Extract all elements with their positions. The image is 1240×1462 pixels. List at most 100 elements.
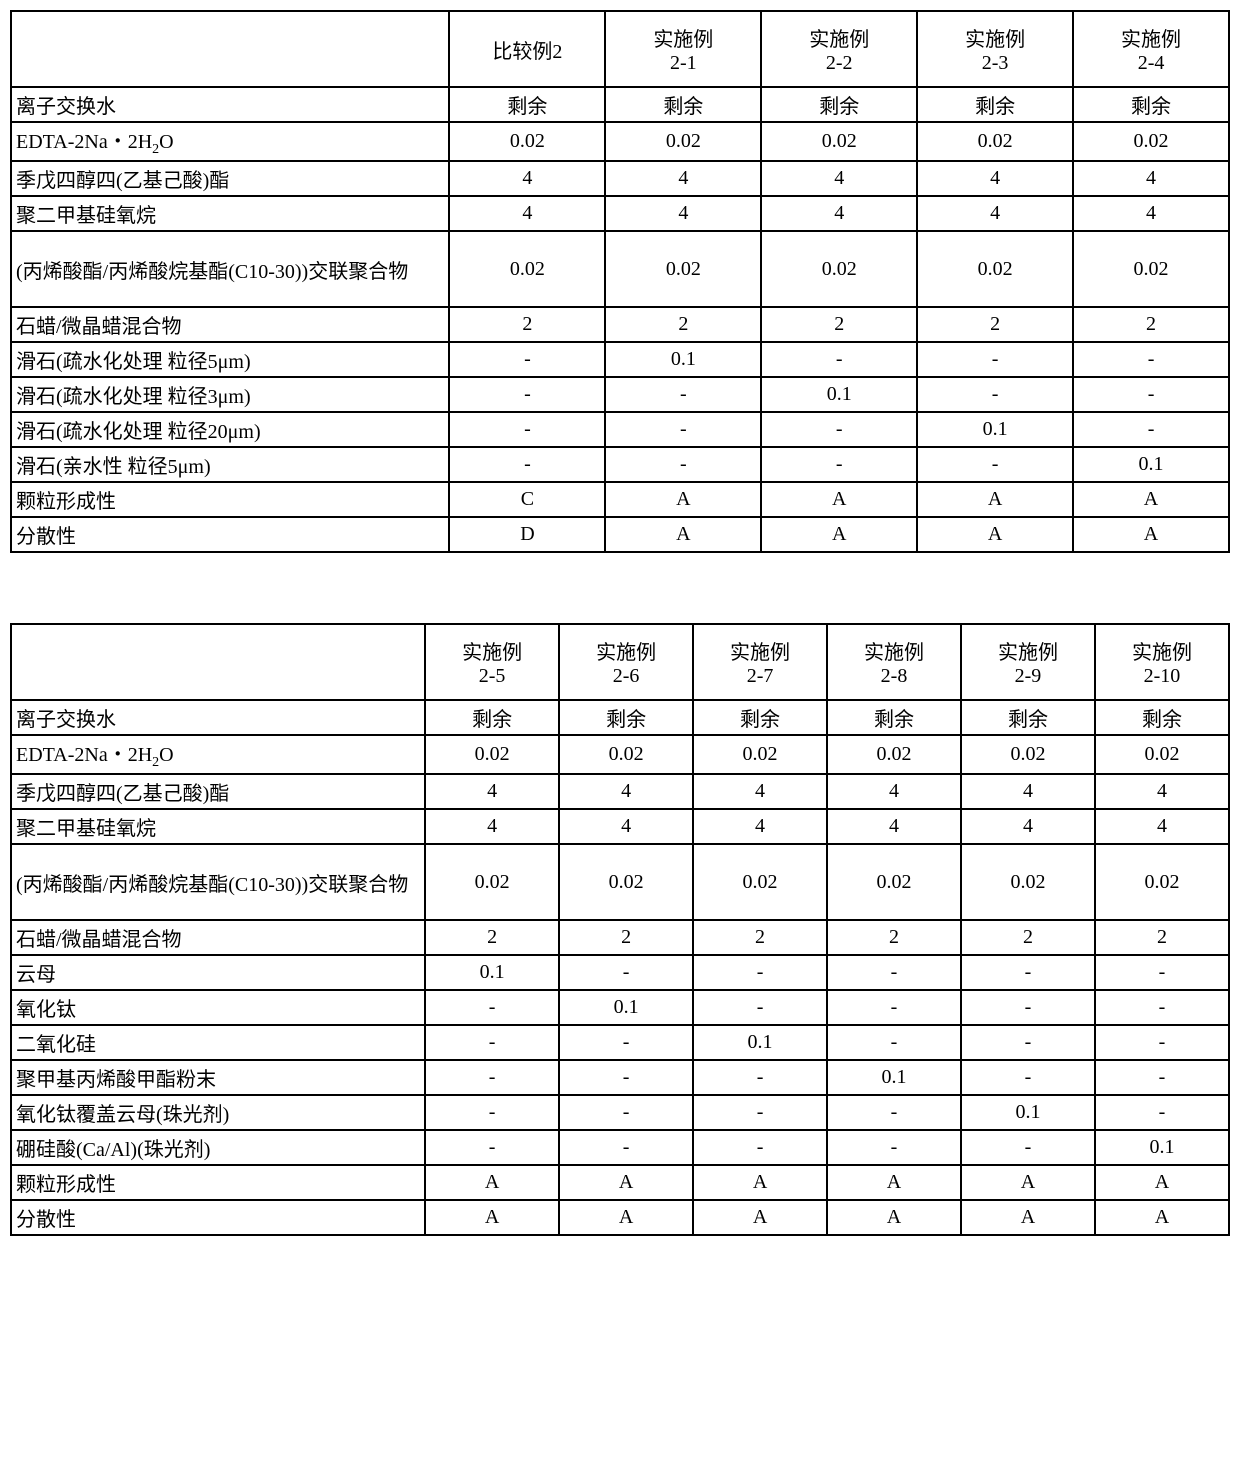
row-label-13: 分散性 bbox=[11, 1200, 425, 1235]
row-label-9: 聚甲基丙烯酸甲酯粉末 bbox=[11, 1060, 425, 1095]
row-label-6: 滑石(疏水化处理 粒径5μm) bbox=[11, 342, 449, 377]
cell-4-3: 0.02 bbox=[917, 231, 1073, 307]
cell-1-2: 0.02 bbox=[693, 735, 827, 774]
cell-2-2: 4 bbox=[761, 161, 917, 196]
col-header-0: 比较例2 bbox=[449, 11, 605, 87]
cell-10-4: 0.1 bbox=[961, 1095, 1095, 1130]
cell-3-3: 4 bbox=[827, 809, 961, 844]
cell-8-2: 0.1 bbox=[693, 1025, 827, 1060]
cell-11-0: - bbox=[425, 1130, 559, 1165]
cell-8-3: 0.1 bbox=[917, 412, 1073, 447]
cell-2-1: 4 bbox=[559, 774, 693, 809]
cell-9-2: - bbox=[693, 1060, 827, 1095]
row-label-8: 滑石(疏水化处理 粒径20μm) bbox=[11, 412, 449, 447]
cell-11-3: A bbox=[917, 517, 1073, 552]
cell-2-0: 4 bbox=[449, 161, 605, 196]
cell-2-5: 4 bbox=[1095, 774, 1229, 809]
cell-10-0: C bbox=[449, 482, 605, 517]
cell-9-1: - bbox=[605, 447, 761, 482]
row-label-2: 季戊四醇四(乙基己酸)酯 bbox=[11, 161, 449, 196]
col-header-1: 实施例2-6 bbox=[559, 624, 693, 700]
cell-7-2: - bbox=[693, 990, 827, 1025]
cell-6-2: - bbox=[761, 342, 917, 377]
row-label-1: EDTA-2Na・2H2O bbox=[11, 122, 449, 161]
cell-5-4: 2 bbox=[1073, 307, 1229, 342]
cell-0-5: 剩余 bbox=[1095, 700, 1229, 735]
cell-1-3: 0.02 bbox=[827, 735, 961, 774]
cell-10-4: A bbox=[1073, 482, 1229, 517]
cell-3-4: 4 bbox=[961, 809, 1095, 844]
row-label-7: 氧化钛 bbox=[11, 990, 425, 1025]
cell-9-4: - bbox=[961, 1060, 1095, 1095]
cell-6-1: - bbox=[559, 955, 693, 990]
cell-3-3: 4 bbox=[917, 196, 1073, 231]
cell-4-1: 0.02 bbox=[605, 231, 761, 307]
cell-4-0: 0.02 bbox=[449, 231, 605, 307]
cell-11-1: - bbox=[559, 1130, 693, 1165]
cell-8-1: - bbox=[559, 1025, 693, 1060]
cell-11-4: - bbox=[961, 1130, 1095, 1165]
cell-10-3: A bbox=[917, 482, 1073, 517]
cell-8-0: - bbox=[449, 412, 605, 447]
cell-8-1: - bbox=[605, 412, 761, 447]
cell-3-2: 4 bbox=[693, 809, 827, 844]
composition-table-2: 实施例2-5实施例2-6实施例2-7实施例2-8实施例2-9实施例2-10离子交… bbox=[10, 623, 1230, 1236]
col-header-4: 实施例2-9 bbox=[961, 624, 1095, 700]
cell-10-0: - bbox=[425, 1095, 559, 1130]
row-label-4: (丙烯酸酯/丙烯酸烷基酯(C10-30))交联聚合物 bbox=[11, 231, 449, 307]
cell-4-2: 0.02 bbox=[761, 231, 917, 307]
cell-8-2: - bbox=[761, 412, 917, 447]
col-header-2: 实施例2-2 bbox=[761, 11, 917, 87]
cell-3-1: 4 bbox=[559, 809, 693, 844]
cell-0-0: 剩余 bbox=[425, 700, 559, 735]
cell-7-3: - bbox=[917, 377, 1073, 412]
cell-4-2: 0.02 bbox=[693, 844, 827, 920]
cell-8-0: - bbox=[425, 1025, 559, 1060]
cell-5-5: 2 bbox=[1095, 920, 1229, 955]
cell-1-1: 0.02 bbox=[605, 122, 761, 161]
cell-7-3: - bbox=[827, 990, 961, 1025]
cell-2-3: 4 bbox=[827, 774, 961, 809]
cell-5-2: 2 bbox=[761, 307, 917, 342]
cell-0-0: 剩余 bbox=[449, 87, 605, 122]
cell-13-5: A bbox=[1095, 1200, 1229, 1235]
cell-5-1: 2 bbox=[559, 920, 693, 955]
cell-6-0: - bbox=[449, 342, 605, 377]
cell-0-4: 剩余 bbox=[961, 700, 1095, 735]
cell-5-3: 2 bbox=[917, 307, 1073, 342]
cell-1-0: 0.02 bbox=[449, 122, 605, 161]
cell-8-4: - bbox=[1073, 412, 1229, 447]
cell-0-3: 剩余 bbox=[827, 700, 961, 735]
cell-2-2: 4 bbox=[693, 774, 827, 809]
cell-6-5: - bbox=[1095, 955, 1229, 990]
cell-2-0: 4 bbox=[425, 774, 559, 809]
row-label-0: 离子交换水 bbox=[11, 87, 449, 122]
row-label-10: 颗粒形成性 bbox=[11, 482, 449, 517]
cell-10-1: A bbox=[605, 482, 761, 517]
cell-6-4: - bbox=[1073, 342, 1229, 377]
cell-10-2: A bbox=[761, 482, 917, 517]
row-label-10: 氧化钛覆盖云母(珠光剂) bbox=[11, 1095, 425, 1130]
cell-10-1: - bbox=[559, 1095, 693, 1130]
cell-6-0: 0.1 bbox=[425, 955, 559, 990]
cell-5-4: 2 bbox=[961, 920, 1095, 955]
cell-0-3: 剩余 bbox=[917, 87, 1073, 122]
row-label-1: EDTA-2Na・2H2O bbox=[11, 735, 425, 774]
row-label-3: 聚二甲基硅氧烷 bbox=[11, 196, 449, 231]
cell-10-5: - bbox=[1095, 1095, 1229, 1130]
cell-13-4: A bbox=[961, 1200, 1095, 1235]
cell-0-2: 剩余 bbox=[761, 87, 917, 122]
header-empty bbox=[11, 624, 425, 700]
cell-7-1: 0.1 bbox=[559, 990, 693, 1025]
row-label-11: 分散性 bbox=[11, 517, 449, 552]
cell-7-1: - bbox=[605, 377, 761, 412]
row-label-3: 聚二甲基硅氧烷 bbox=[11, 809, 425, 844]
cell-6-3: - bbox=[827, 955, 961, 990]
cell-6-1: 0.1 bbox=[605, 342, 761, 377]
col-header-2: 实施例2-7 bbox=[693, 624, 827, 700]
cell-7-2: 0.1 bbox=[761, 377, 917, 412]
col-header-0: 实施例2-5 bbox=[425, 624, 559, 700]
cell-11-1: A bbox=[605, 517, 761, 552]
cell-9-4: 0.1 bbox=[1073, 447, 1229, 482]
cell-7-4: - bbox=[1073, 377, 1229, 412]
